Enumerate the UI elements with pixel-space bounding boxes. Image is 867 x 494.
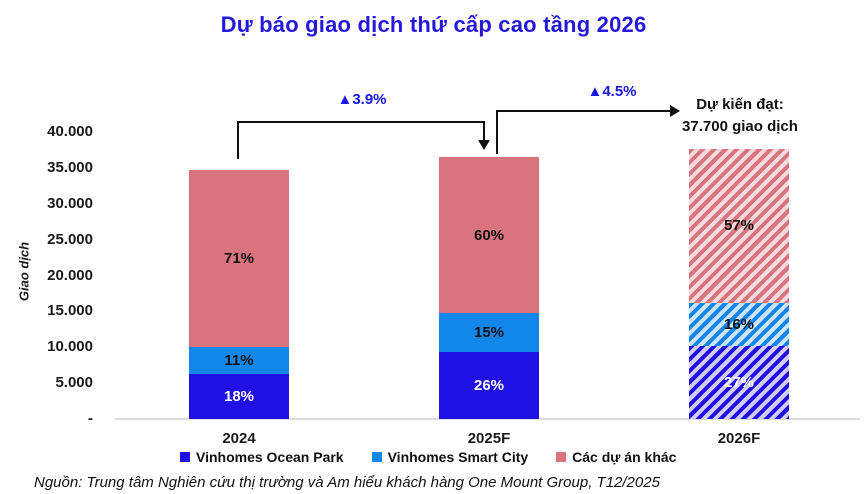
segment-percent-label: 60% [473,226,505,244]
bar-segment-2026F-cac-du-an-khac: 57% [689,148,789,303]
bracket2-arrowhead-icon [670,105,680,117]
legend-label: Vinhomes Smart City [387,449,529,465]
y-tick-label: 25.000 [47,230,93,248]
bracket1-arrow-stem [483,121,485,140]
legend-swatch-cac-du-an-khac [556,452,567,462]
legend-item-cac-du-an-khac: Các dự án khác [556,449,676,465]
legend: Vinhomes Ocean Park Vinhomes Smart City … [180,449,676,465]
x-tick-label-2024: 2024 [222,430,256,447]
segment-percent-label: 11% [224,351,254,369]
legend-swatch-vinhomes-smart-city [371,452,382,462]
y-tick-label: 15.000 [47,302,93,320]
y-tick-label: 30.000 [47,194,93,212]
bar-segment-2026F-vinhomes-ocean-park: 27% [689,345,789,419]
bar-segment-2026F-vinhomes-smart-city: 16% [689,302,789,346]
bracket1-arrowhead-icon [478,139,490,150]
growth-annotation-2025: ▲3.9% [337,91,387,108]
target-annotation-line1: Dự kiến đạt: [696,96,784,113]
bar-segment-2025F-vinhomes-smart-city: 15% [439,312,539,352]
bar-segment-2024-cac-du-an-khac: 71% [189,170,289,347]
legend-label: Các dự án khác [572,449,677,465]
y-tick-label: 5.000 [55,374,93,392]
bar-segment-2024-vinhomes-ocean-park: 18% [189,374,289,419]
target-annotation: Dự kiến đạt: 37.700 giao dịch [662,94,818,138]
segment-percent-label: 18% [223,388,255,406]
segment-percent-label: 27% [723,373,755,391]
x-axis-line [115,418,860,420]
segment-percent-label: 26% [473,376,505,394]
bar-segment-2025F-vinhomes-ocean-park: 26% [439,351,539,419]
y-tick-label: 20.000 [47,266,93,284]
y-tick-label: 10.000 [47,338,93,356]
x-tick-label-2026F: 2026F [717,430,761,447]
y-tick-label: - [88,410,93,427]
bracket2-horizontal [496,110,670,112]
legend-swatch-vinhomes-ocean-park [180,452,190,462]
bracket2-vertical [496,110,498,154]
chart-title: Dự báo giao dịch thứ cấp cao tầng 2026 [220,12,647,37]
target-annotation-line2: 37.700 giao dịch [682,118,798,135]
growth-annotation-2026: ▲4.5% [587,83,637,100]
segment-percent-label: 71% [223,249,255,267]
legend-label: Vinhomes Ocean Park [196,449,344,465]
bracket1-vertical [237,121,239,160]
bar-segment-2025F-cac-du-an-khac: 60% [439,157,539,313]
source-note: Nguồn: Trung tâm Nghiên cứu thị trường v… [34,474,660,491]
legend-item-vinhomes-smart-city: Vinhomes Smart City [371,449,529,465]
x-tick-label-2025F: 2025F [467,430,511,447]
legend-item-vinhomes-ocean-park: Vinhomes Ocean Park [180,449,344,465]
y-tick-label: 40.000 [47,123,93,140]
bracket1-horizontal [237,121,485,123]
segment-percent-label: 16% [723,315,755,333]
segment-percent-label: 57% [723,217,755,235]
segment-percent-label: 15% [473,323,505,341]
y-tick-label: 35.000 [47,158,93,176]
bar-segment-2024-vinhomes-smart-city: 11% [189,346,289,375]
